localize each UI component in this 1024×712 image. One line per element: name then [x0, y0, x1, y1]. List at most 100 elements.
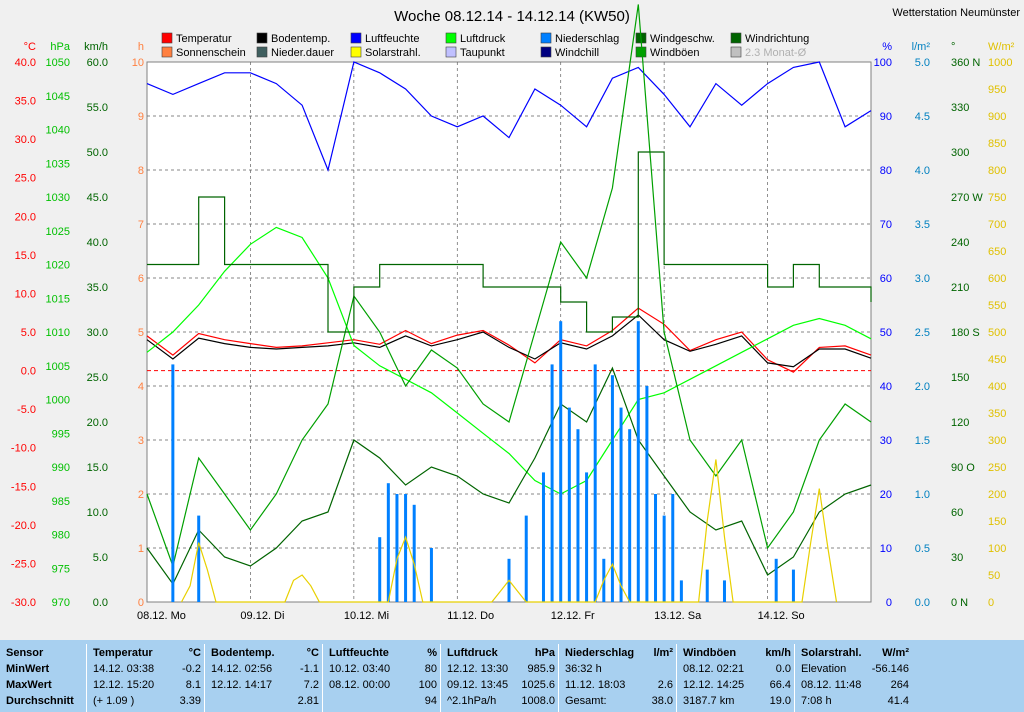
tick-label-solar: 0: [988, 597, 994, 609]
tick-label-rain: 1.0: [915, 489, 930, 501]
tick-label-dir: 300: [951, 147, 969, 159]
tick-label-solar: 700: [988, 219, 1006, 231]
rain-bar: [628, 429, 632, 602]
legend-swatch: [161, 32, 173, 44]
legend-swatch: [445, 46, 457, 58]
summary-cell: 7:08 h 41.4: [801, 695, 909, 707]
rain-bar: [171, 364, 175, 602]
tick-label-hours: 7: [138, 219, 144, 231]
tick-label-temp: -30.0: [11, 597, 36, 609]
legend-label: Luftdruck: [460, 33, 506, 45]
summary-cell: 3187.7 km 19.0: [683, 695, 791, 707]
tick-label-temp: 15.0: [15, 250, 36, 262]
tick-label-hours: 10: [132, 57, 144, 69]
tick-label-solar: 150: [988, 516, 1006, 528]
series-luftfeuchte: [146, 61, 872, 172]
summary-cell: 14.12. 02:56 -1.1: [211, 663, 319, 675]
axis-unit-wind: km/h: [84, 41, 108, 53]
summary-cell: Sensor: [6, 647, 44, 659]
rain-bar: [619, 407, 623, 602]
tick-label-wind: 45.0: [87, 192, 108, 204]
legend-label: Windchill: [555, 47, 599, 59]
tick-label-solar: 250: [988, 462, 1006, 474]
tick-label-solar: 600: [988, 273, 1006, 285]
summary-cell: 11.12. 18:03 2.6: [565, 679, 673, 691]
rain-bar: [593, 364, 597, 602]
summary-column: Niederschlag l/m² 36:32 h 11.12. 18:03 2.6 Ge…: [558, 644, 677, 712]
tick-label-wind: 25.0: [87, 372, 108, 384]
tick-label-rain: 2.5: [915, 327, 930, 339]
rain-bar: [576, 429, 580, 602]
summary-cell: Gesamt: 38.0: [565, 695, 673, 707]
summary-cell: 14.12. 03:38 -0.2: [93, 663, 201, 675]
station-name: Wetterstation Neumünster: [892, 7, 1020, 19]
summary-cell: ^2.1hPa/h 1008.0: [447, 695, 555, 707]
weather-chart: Woche 08.12.14 - 14.12.14 (KW50) Wetterst…: [11, 4, 1020, 622]
axis-unit-hours: h: [138, 41, 144, 53]
tick-label-temp: -25.0: [11, 558, 36, 570]
tick-label-rain: 3.0: [915, 273, 930, 285]
rain-bar: [378, 537, 382, 602]
legend-label: Solarstrahl.: [365, 47, 421, 59]
legend-swatch: [161, 46, 173, 58]
tick-label-pressure: 990: [52, 462, 70, 474]
summary-cell: Solarstrahl. W/m²: [801, 647, 909, 659]
summary-cell: 08.12. 11:48 264: [801, 679, 909, 691]
series-luftdruck: [146, 226, 872, 495]
tick-label-humidity: 40: [880, 381, 892, 393]
summary-column: Windböen km/h 08.12. 02:21 0.0 12.12. 14:25 6…: [676, 644, 795, 712]
tick-label-pressure: 1010: [46, 327, 70, 339]
summary-cell: Durchschnitt: [6, 695, 74, 707]
tick-label-hours: 3: [138, 435, 144, 447]
series-windgeschw-: [146, 366, 872, 586]
day-label: 13.12. Sa: [654, 610, 702, 622]
tick-label-wind: 20.0: [87, 417, 108, 429]
tick-label-pressure: 1015: [46, 293, 70, 305]
legend-label: Windböen: [650, 47, 700, 59]
legend-label: Windgeschw.: [650, 33, 715, 45]
summary-column: Luftdruck hPa 12.12. 13:30 985.9 09.12. 13:4…: [440, 644, 559, 712]
rain-bar: [610, 375, 614, 602]
rain-bar: [404, 494, 408, 602]
tick-label-rain: 2.0: [915, 381, 930, 393]
tick-label-rain: 3.5: [915, 219, 930, 231]
tick-label-dir: 270 W: [951, 192, 983, 204]
tick-label-temp: 20.0: [15, 211, 36, 223]
axis-unit-solar: W/m²: [988, 41, 1015, 53]
tick-label-solar: 100: [988, 543, 1006, 555]
legend-label: Bodentemp.: [271, 33, 330, 45]
tick-label-dir: 360 N: [951, 57, 980, 69]
tick-label-dir: 30: [951, 552, 963, 564]
summary-cell: Luftdruck hPa: [447, 647, 555, 659]
summary-cell: 12.12. 14:25 66.4: [683, 679, 791, 691]
summary-cell: (+ 1.09 ) 3.39: [93, 695, 201, 707]
summary-cell: MinWert: [6, 663, 50, 675]
legend-swatch: [256, 32, 268, 44]
rain-bar: [524, 515, 528, 602]
rain-bar: [541, 472, 545, 602]
legend-swatch: [730, 46, 742, 58]
tick-label-pressure: 970: [52, 597, 70, 609]
tick-label-humidity: 0: [886, 597, 892, 609]
tick-label-humidity: 60: [880, 273, 892, 285]
tick-label-hours: 0: [138, 597, 144, 609]
rain-bar: [645, 386, 649, 602]
tick-label-pressure: 1030: [46, 192, 70, 204]
tick-label-wind: 5.0: [93, 552, 108, 564]
tick-label-dir: 90 O: [951, 462, 975, 474]
summary-cell: 94: [424, 695, 437, 707]
summary-cell: 12.12. 14:17 7.2: [211, 679, 319, 691]
summary-column: Luftfeuchte% 10.12. 03:40 80 08.12. 00:00 10…: [322, 644, 441, 712]
rain-bar: [429, 548, 433, 602]
summary-column: Solarstrahl. W/m² Elevation -56.146 08.12. 1…: [794, 644, 913, 712]
tick-label-hours: 6: [138, 273, 144, 285]
tick-label-temp: 40.0: [15, 57, 36, 69]
summary-column: Bodentemp. °C 14.12. 02:56 -1.1 12.12. 14:17…: [204, 644, 323, 712]
tick-label-solar: 300: [988, 435, 1006, 447]
series-windb-en: [146, 4, 872, 569]
axis-unit-temp: °C: [24, 41, 36, 53]
tick-label-pressure: 1050: [46, 57, 70, 69]
legend-swatch: [445, 32, 457, 44]
summary-cell: 36:32 h: [565, 663, 602, 675]
tick-label-rain: 5.0: [915, 57, 930, 69]
